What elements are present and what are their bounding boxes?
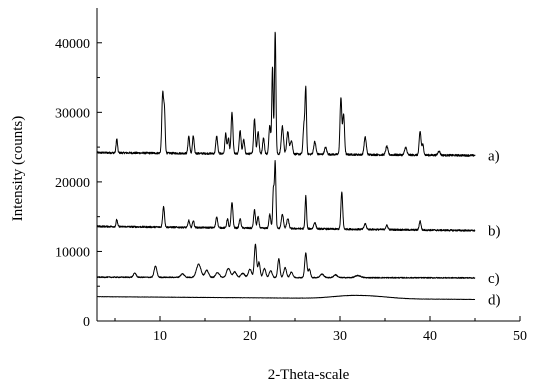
y-tick-label-40000: 40000 (55, 37, 90, 52)
x-tick-label-10: 10 (153, 329, 167, 344)
series-layer (96, 31, 476, 301)
y-tick-label-10000: 10000 (55, 245, 90, 260)
ticks-layer: 10 20 30 40 50 0 10000 20000 30000 40000 (55, 37, 527, 344)
series-line-3 (96, 243, 476, 279)
series-label-2: b) (488, 224, 501, 240)
y-axis-label: Intensity (counts) (10, 116, 26, 221)
y-tick-label-0: 0 (83, 315, 90, 330)
series-line-4 (96, 294, 476, 301)
series-line-1 (96, 31, 476, 157)
y-tick-label-30000: 30000 (55, 106, 90, 121)
x-tick-label-40: 40 (423, 329, 437, 344)
x-tick-label-20: 20 (243, 329, 257, 344)
series-line-2 (96, 159, 476, 232)
series-labels: a) b) c) d) (488, 148, 501, 308)
x-tick-label-50: 50 (513, 329, 527, 344)
series-label-4: d) (488, 292, 501, 308)
series-label-3: c) (488, 271, 500, 287)
axes-layer (96, 8, 520, 322)
series-label-1: a) (488, 148, 500, 164)
x-axis-label: 2-Theta-scale (268, 367, 350, 383)
x-tick-label-30: 30 (333, 329, 347, 344)
y-tick-label-20000: 20000 (55, 176, 90, 191)
